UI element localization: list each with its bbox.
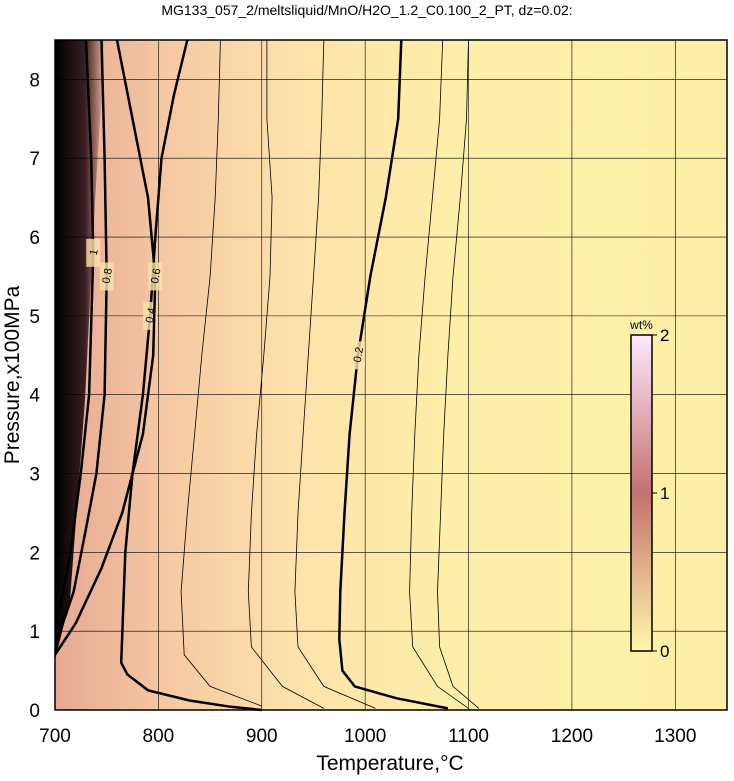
y-tick-label: 1	[29, 622, 40, 643]
y-tick-label: 2	[29, 543, 40, 564]
contour-line	[247, 40, 324, 709]
contour-line	[59, 39, 108, 632]
contour-label-bg	[350, 341, 365, 370]
x-tick-label: 1000	[344, 726, 386, 747]
plot-background	[55, 40, 727, 710]
y-tick-label: 4	[29, 386, 40, 407]
y-tick-label: 6	[29, 228, 40, 249]
x-tick-label: 700	[39, 726, 71, 747]
contour-label: 1	[88, 248, 101, 256]
y-tick-label: 7	[29, 149, 40, 170]
contour-line	[180, 39, 262, 707]
contour-line	[53, 39, 157, 656]
y-tick-label: 0	[29, 701, 40, 722]
chart-title: MG133_057_2/meltsliquid/MnO/H2O_1.2_C0.1…	[161, 2, 572, 18]
contour-label-bg	[148, 262, 163, 291]
colorbar-label: wt%	[629, 318, 653, 332]
y-tick-label: 5	[29, 307, 40, 328]
contour-label-bg	[99, 262, 114, 291]
contour-line	[119, 39, 262, 712]
y-axis-label: Pressure,x100MPa	[1, 285, 24, 464]
colorbar-ramp	[630, 334, 653, 652]
colorbar: wt% 0 1 2	[629, 318, 669, 661]
contour-line	[437, 39, 480, 709]
x-tick-label: 1200	[551, 726, 593, 747]
x-tick-label: 800	[143, 726, 175, 747]
colorbar-tick-label: 0	[660, 642, 669, 661]
y-tick-label: 3	[29, 465, 40, 486]
contour-label: 0.8	[101, 267, 115, 284]
contour-line	[58, 39, 95, 608]
x-tick-label: 900	[246, 726, 278, 747]
grid	[54, 40, 727, 711]
x-axis-label: Temperature,°C	[316, 752, 463, 775]
x-tick-label: 1100	[448, 726, 489, 747]
contour-label: 0.2	[352, 346, 366, 363]
colorbar-tick-label: 1	[660, 484, 669, 503]
contour-line	[294, 39, 376, 709]
contours: 0.20.40.60.81	[53, 39, 480, 712]
contour-line	[338, 39, 449, 710]
contour-line	[409, 39, 469, 709]
contour-label: 0.6	[149, 267, 163, 284]
colorbar-tick-label: 2	[660, 326, 669, 345]
plot-frame	[54, 39, 728, 711]
y-tick-label: 8	[29, 70, 40, 91]
x-tick-label: 1300	[654, 726, 696, 747]
contour-label-bg	[86, 238, 101, 267]
